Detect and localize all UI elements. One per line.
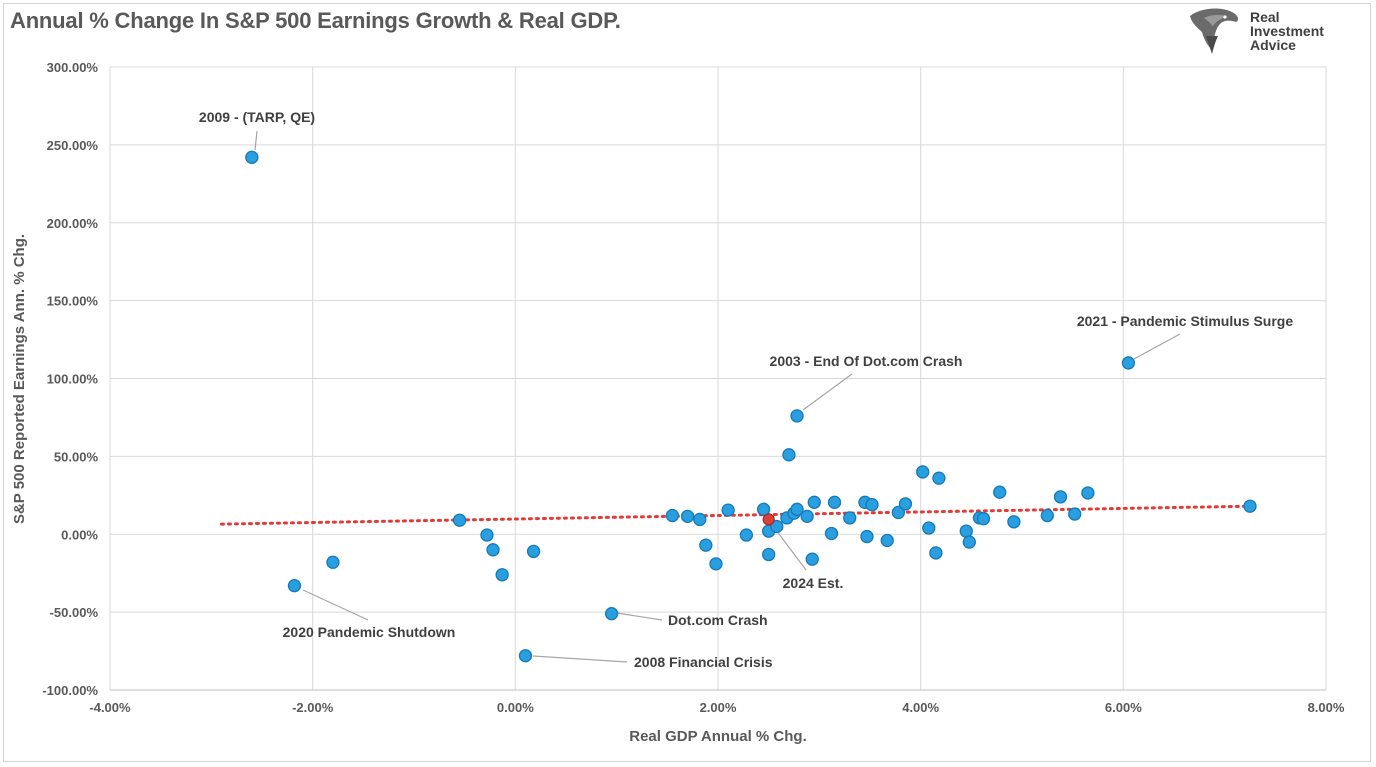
data-point	[452, 513, 467, 527]
x-tick-label: 2.00%	[700, 700, 737, 715]
annotation-label: 2008 Financial Crisis	[634, 654, 773, 670]
data-point	[929, 546, 943, 560]
data-point	[962, 535, 976, 549]
data-point	[486, 543, 500, 557]
x-tick-label: 6.00%	[1105, 700, 1142, 715]
data-point	[898, 497, 913, 511]
y-tick-label: -100.00%	[42, 683, 98, 698]
y-tick-label: 300.00%	[47, 60, 99, 75]
trendline-layer	[219, 504, 1252, 526]
data-point	[762, 547, 776, 562]
data-point	[1081, 486, 1095, 500]
axis-layer: -100.00% -50.00% 0.00% 50.00% 100.00% 150.00%…	[42, 60, 1345, 715]
data-point	[805, 552, 819, 566]
data-point	[287, 578, 302, 593]
data-point	[782, 448, 796, 462]
brand-logo: Real Investment Advice	[1186, 6, 1356, 58]
data-point	[721, 503, 735, 517]
logo-line-1: Real	[1250, 9, 1280, 25]
annotation-leader-line	[254, 130, 258, 151]
data-point	[604, 607, 619, 621]
logo-text: Real Investment Advice	[1250, 10, 1324, 52]
annotations-layer: 2009 - (TARP, QE) 2021 - Pandemic Stimulu…	[199, 109, 1293, 670]
data-point	[860, 529, 874, 544]
annotation-label: 2020 Pandemic Shutdown	[283, 624, 456, 640]
data-point	[865, 498, 879, 512]
x-tick-label: 8.00%	[1308, 700, 1345, 715]
y-axis-title: S&P 500 Reported Earnings Ann. % Chg.	[11, 234, 28, 524]
data-point	[518, 649, 533, 663]
data-point	[880, 533, 894, 548]
data-point	[976, 512, 991, 526]
chart-frame	[3, 3, 1371, 762]
data-point	[790, 409, 804, 423]
data-point	[843, 511, 857, 525]
data-point	[739, 528, 754, 542]
logo-line-3: Advice	[1250, 37, 1296, 53]
y-tick-label: 100.00%	[47, 372, 99, 387]
annotation-leader-line	[772, 525, 807, 571]
data-point	[526, 544, 541, 559]
annotation-leader-line	[616, 612, 663, 621]
grid-layer	[109, 66, 1327, 691]
y-tick-label: 0.00%	[61, 527, 98, 542]
data-point	[495, 568, 509, 582]
annotation-label: Dot.com Crash	[668, 612, 768, 628]
chart-title: Annual % Change In S&P 500 Earnings Grow…	[10, 8, 621, 33]
data-point	[1053, 490, 1068, 504]
data-point	[480, 528, 494, 542]
points-layer	[245, 150, 1257, 663]
data-point	[665, 508, 680, 523]
data-point	[699, 538, 713, 552]
data-point	[932, 471, 946, 485]
data-point	[993, 485, 1007, 499]
annotation-label: 2003 - End Of Dot.com Crash	[770, 353, 963, 369]
data-point	[1121, 356, 1136, 370]
x-tick-label: 4.00%	[902, 700, 939, 715]
data-point	[916, 465, 930, 479]
data-point	[1068, 507, 1082, 521]
data-point	[770, 519, 784, 534]
annotation-leader-line	[302, 589, 369, 621]
x-tick-label: -4.00%	[89, 700, 131, 715]
y-tick-label: -50.00%	[50, 605, 99, 620]
data-point	[790, 502, 804, 516]
data-point	[693, 512, 707, 527]
data-point	[326, 555, 340, 569]
data-point	[680, 509, 695, 523]
data-point	[807, 495, 821, 509]
y-tick-label: 50.00%	[54, 449, 99, 464]
annotation-leader-line	[802, 373, 853, 411]
data-point	[756, 502, 771, 516]
logo-line-2: Investment	[1250, 23, 1324, 39]
data-point	[800, 509, 814, 523]
data-point	[1007, 515, 1021, 529]
annotation-label: 2024 Est.	[783, 575, 844, 591]
y-tick-label: 250.00%	[47, 138, 99, 153]
annotation-label: 2021 - Pandemic Stimulus Surge	[1077, 313, 1294, 329]
x-axis-title: Real GDP Annual % Chg.	[629, 728, 807, 745]
annotation-leader-line	[1133, 333, 1181, 360]
data-point	[827, 495, 842, 509]
annotation-leader-line	[532, 655, 628, 663]
trendline	[219, 504, 1252, 526]
data-point	[1040, 508, 1054, 523]
x-tick-label: -2.00%	[292, 700, 334, 715]
data-point	[959, 524, 973, 538]
data-point	[922, 521, 936, 535]
y-tick-label: 200.00%	[47, 216, 99, 231]
eagle-head-logo-icon	[1190, 8, 1239, 54]
data-point	[891, 505, 906, 520]
highlight-point	[762, 513, 775, 526]
data-point	[824, 526, 839, 541]
data-point	[245, 150, 259, 164]
y-tick-label: 150.00%	[47, 294, 99, 309]
data-point	[1243, 499, 1257, 513]
leader-lines-layer	[254, 130, 1181, 663]
x-tick-label: 0.00%	[497, 700, 534, 715]
data-point	[709, 557, 723, 571]
annotation-label: 2009 - (TARP, QE)	[199, 109, 315, 125]
